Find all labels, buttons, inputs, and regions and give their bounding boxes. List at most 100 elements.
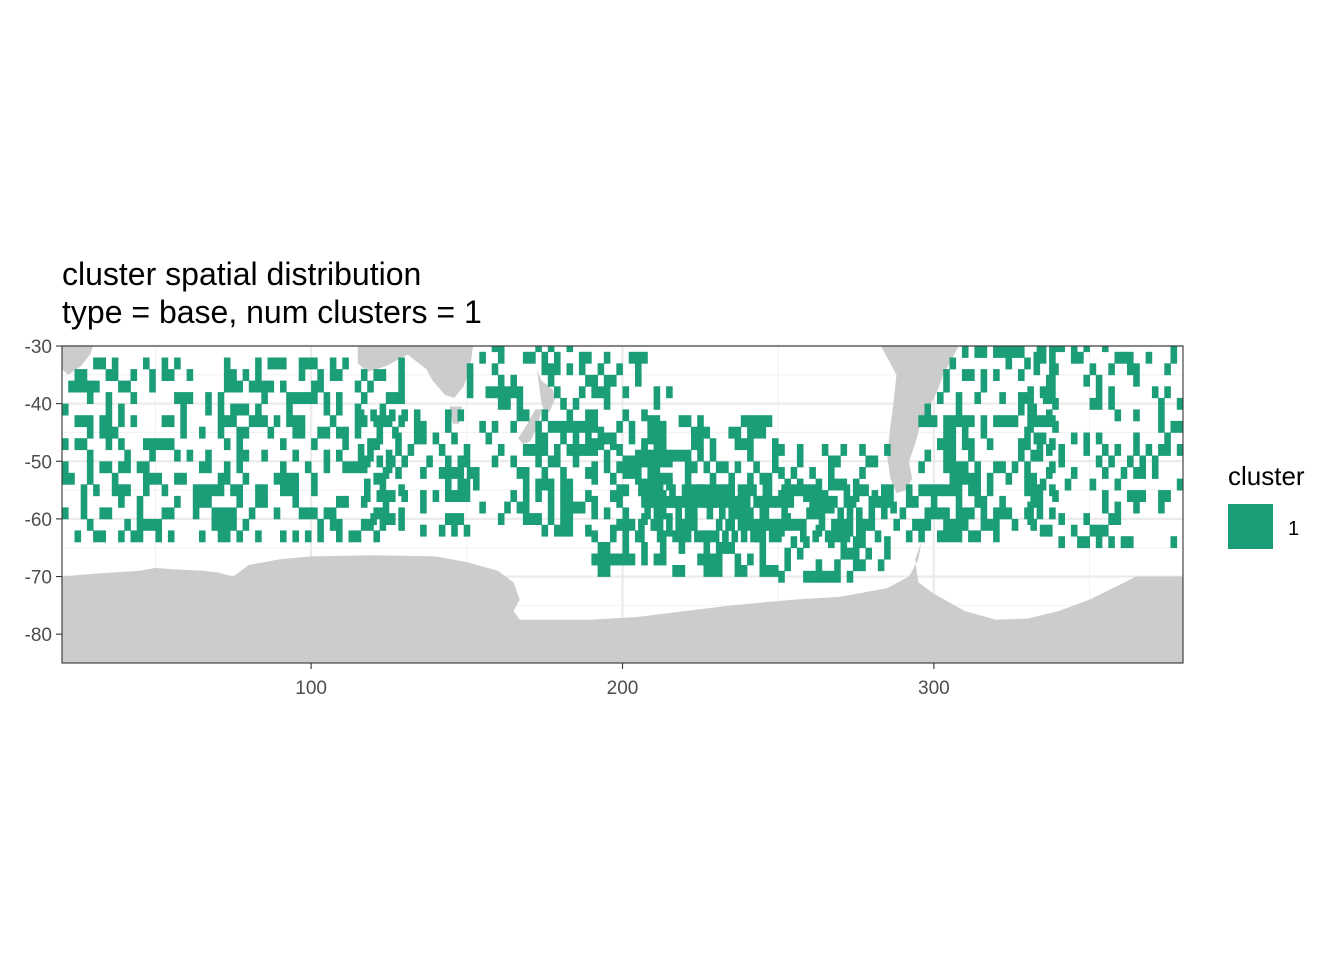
cluster-cell [554, 455, 561, 468]
cluster-cell [398, 357, 405, 370]
cluster-cell [1145, 444, 1153, 456]
cluster-cell [684, 415, 692, 428]
cluster-cell [765, 565, 773, 577]
cluster-cell [149, 518, 156, 531]
cluster-cell [373, 530, 380, 543]
cluster-cell [504, 501, 511, 514]
cluster-cell [1011, 518, 1019, 531]
cluster-cell [463, 444, 471, 456]
cluster-cell [943, 369, 950, 381]
cluster-cell [522, 444, 530, 456]
cluster-cell [740, 565, 748, 577]
cluster-cell [862, 484, 869, 497]
cluster-cell [479, 420, 486, 433]
cluster-cell [937, 438, 944, 451]
cluster-cell [821, 444, 829, 456]
cluster-cell [1036, 415, 1044, 428]
cluster-cell [852, 547, 860, 560]
cluster-cell [949, 484, 957, 497]
cluster-cell [694, 484, 701, 497]
cluster-cell [242, 403, 250, 416]
cluster-cell [407, 444, 415, 456]
cluster-cell [1133, 501, 1140, 514]
cluster-cell [373, 472, 380, 485]
cluster-cell [566, 490, 574, 502]
cluster-cell [1011, 346, 1019, 358]
legend-key-1 [1228, 504, 1273, 549]
cluster-cell [635, 374, 642, 387]
cluster-cell [666, 513, 673, 525]
cluster-cell [635, 449, 642, 462]
cluster-cell [924, 449, 932, 462]
cluster-cell [566, 346, 574, 353]
cluster-cell [1133, 467, 1140, 479]
cluster-cell [868, 495, 876, 508]
cluster-cell [1158, 409, 1165, 422]
cluster-cell [703, 461, 711, 474]
cluster-cell [230, 415, 237, 428]
cluster-cell [1151, 386, 1159, 399]
cluster-cell [647, 461, 654, 474]
cluster-cell [610, 472, 617, 485]
cluster-cell [1114, 501, 1122, 514]
cluster-cell [781, 507, 788, 520]
cluster-cell [199, 484, 206, 497]
cluster-cell [317, 369, 324, 381]
cluster-cell [111, 369, 119, 381]
cluster-cell [737, 507, 745, 520]
y-tick-label: -50 [25, 452, 52, 473]
cluster-cell [364, 478, 371, 491]
cluster-cell [656, 507, 664, 520]
cluster-cell [292, 495, 299, 508]
cluster-cell [401, 409, 408, 422]
cluster-cell [1089, 397, 1097, 410]
cluster-cell [843, 495, 851, 508]
cluster-cell [438, 524, 446, 537]
cluster-cell [1158, 397, 1165, 410]
cluster-cell [491, 363, 499, 376]
cluster-cell [192, 507, 200, 520]
cluster-cell [105, 507, 113, 520]
cluster-cell [731, 495, 739, 508]
cluster-cell [336, 426, 343, 439]
cluster-cell [1033, 363, 1041, 376]
cluster-cell [554, 524, 561, 537]
cluster-cell [445, 478, 452, 491]
cluster-cell [136, 518, 144, 531]
cluster-cell [862, 518, 869, 531]
cluster-cell [273, 415, 281, 428]
cluster-cell [974, 530, 981, 543]
cluster-cell [1170, 351, 1178, 364]
cluster-cell [834, 559, 841, 572]
cluster-cell [731, 507, 739, 520]
cluster-cell [547, 513, 555, 525]
cluster-cell [1018, 438, 1025, 451]
cluster-cell [161, 357, 169, 370]
cluster-cell [413, 420, 421, 433]
cluster-cell [1133, 490, 1140, 502]
chart-title: cluster spatial distribution [62, 256, 421, 292]
cluster-cell [659, 472, 667, 485]
cluster-cell [1027, 478, 1034, 491]
cluster-cell [1058, 536, 1065, 549]
cluster-cell [1046, 444, 1053, 456]
cluster-cell [1102, 467, 1109, 479]
cluster-cell [149, 380, 156, 393]
cluster-cell [1114, 444, 1122, 456]
cluster-cell [635, 351, 642, 364]
cluster-cell [622, 553, 630, 566]
cluster-cell [955, 472, 963, 485]
cluster-cell [1064, 478, 1072, 491]
cluster-cell [884, 444, 891, 456]
cluster-cell [1127, 490, 1134, 502]
cluster-cell [591, 374, 598, 387]
cluster-cell [304, 507, 312, 520]
cluster-cell [211, 518, 219, 531]
cluster-cell [955, 518, 963, 531]
cluster-cell [672, 565, 679, 577]
cluster-cell [993, 415, 1000, 428]
cluster-cell [360, 369, 368, 381]
cluster-cell [304, 392, 312, 404]
cluster-cell [491, 455, 499, 468]
cluster-cell [1027, 409, 1034, 422]
